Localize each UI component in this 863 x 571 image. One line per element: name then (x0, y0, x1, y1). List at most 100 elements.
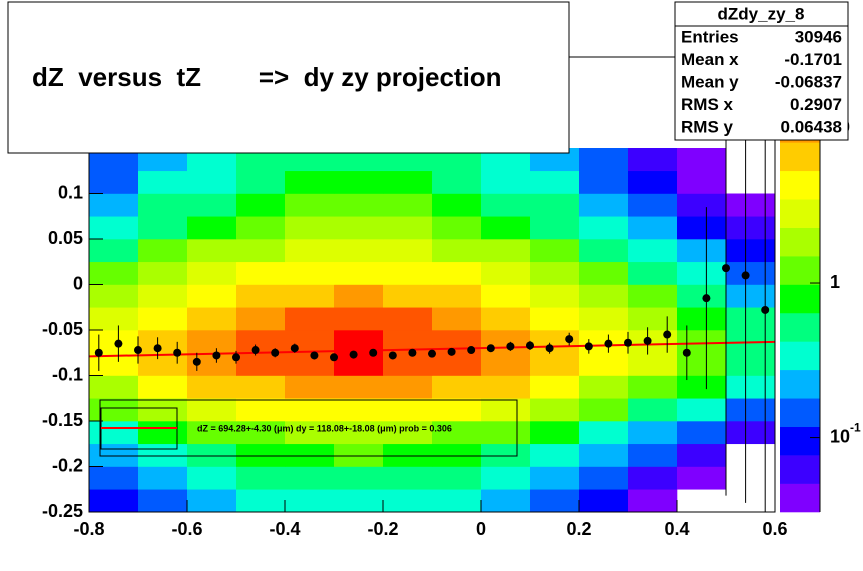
heatmap-cell (89, 466, 139, 490)
heatmap-cell (383, 489, 433, 512)
heatmap-cell (236, 170, 286, 194)
color-band (780, 312, 820, 342)
heatmap-cell (579, 466, 629, 490)
heatmap-cell (383, 284, 433, 308)
heatmap-cell (579, 193, 629, 217)
heatmap-cell (530, 443, 580, 467)
heatmap-cell (138, 148, 188, 172)
heatmap-cell (628, 216, 678, 240)
heatmap-cell (579, 330, 629, 354)
heatmap-cell (236, 239, 286, 263)
heatmap-cell (285, 421, 335, 445)
stats-label: RMS y (681, 117, 734, 136)
heatmap-cell (138, 443, 188, 467)
color-band (780, 142, 820, 172)
heatmap-cell (383, 443, 433, 467)
heatmap-cell (334, 352, 384, 376)
fit-line (89, 340, 775, 358)
x-tick-label: 0 (476, 519, 486, 539)
heatmap-cell (677, 398, 727, 422)
heatmap-cell (187, 307, 237, 331)
color-band (780, 199, 820, 228)
heatmap-cell (579, 284, 629, 308)
profile-point (584, 342, 593, 351)
heatmap-cell (187, 239, 237, 263)
y-tick-label: -0.2 (52, 455, 83, 475)
heatmap-cell (432, 284, 482, 308)
heatmap-cell (432, 443, 482, 467)
heatmap-cell (383, 170, 433, 194)
heatmap-cell (89, 421, 139, 445)
heatmap-cell (677, 330, 727, 354)
heatmap-cell (383, 330, 433, 354)
heatmap-cell (138, 284, 188, 308)
heatmap-cell (628, 443, 678, 467)
stats-box: dZdy_zy_8 Entries 30946 Mean x -0.1701 Mean … (674, 1, 849, 141)
heatmap-cell (187, 375, 237, 399)
profile-point (114, 339, 123, 348)
heatmap-cell (236, 261, 286, 285)
heatmap-cell (628, 489, 678, 512)
heatmap-cell (383, 375, 433, 399)
color-band (780, 284, 820, 314)
heatmap-cell (726, 375, 775, 399)
heatmap-cell (677, 352, 727, 376)
chart-title: dZ versus tZ => dy zy projection (32, 62, 502, 92)
profile-point (467, 346, 476, 355)
heatmap-cell (383, 193, 433, 217)
heatmap-cell (138, 466, 188, 490)
y-tick-label: -0.15 (42, 410, 83, 430)
heatmap-cell (236, 352, 286, 376)
heatmap-cell (726, 352, 775, 376)
heatmap-cell (481, 307, 531, 331)
color-band (780, 426, 820, 456)
heatmap-cell (530, 284, 580, 308)
profile-point (251, 346, 260, 355)
heatmap-cell (285, 307, 335, 331)
heatmap-cell (481, 466, 531, 490)
heatmap-cell (726, 421, 775, 445)
profile-point (408, 348, 417, 357)
heatmap-cell (334, 489, 384, 512)
color-scale: 10110-1 (780, 57, 861, 513)
heatmap-cell (187, 193, 237, 217)
heatmap-cell (481, 239, 531, 263)
heatmap-cell (481, 443, 531, 467)
legend-text: dZ = 694.28+-4.30 (μm) dy = 118.08+-18.0… (197, 423, 452, 433)
heatmap-cell (334, 421, 384, 445)
heatmap-cell (530, 261, 580, 285)
title-box (7, 1, 570, 154)
heatmap-cell (138, 489, 188, 512)
profile-point (545, 344, 554, 353)
heatmap-cell (236, 443, 286, 467)
heatmap-cell (628, 239, 678, 263)
heatmap-cell (432, 307, 482, 331)
heatmap-cell (677, 170, 727, 194)
heatmap-cell (628, 375, 678, 399)
heatmap-cell (89, 261, 139, 285)
heatmap-cell (628, 148, 678, 172)
heatmap-cell (579, 148, 629, 172)
heatmap-cell (530, 216, 580, 240)
heatmap-cell (481, 261, 531, 285)
heatmap-cell (236, 421, 286, 445)
stats-label: RMS x (681, 95, 734, 114)
stats-value: 0.2907 (790, 95, 842, 114)
heatmap-cell (89, 352, 139, 376)
heatmap-cell (89, 330, 139, 354)
heatmap-cell (187, 443, 237, 467)
stats-value: 0.06438 (781, 117, 842, 136)
heatmap-cell (481, 489, 531, 512)
heatmap-cell (579, 170, 629, 194)
heatmap-cell (236, 284, 286, 308)
heatmap-cell (726, 284, 775, 308)
heatmap-cell (432, 398, 482, 422)
heatmap-cell (138, 421, 188, 445)
profile-point (173, 348, 182, 357)
profile-point (565, 335, 574, 344)
heatmap-cell (481, 421, 531, 445)
heatmap-cell (481, 284, 531, 308)
heatmap-cell (628, 307, 678, 331)
heatmap-cell (285, 489, 335, 512)
heatmap-cell (89, 193, 139, 217)
